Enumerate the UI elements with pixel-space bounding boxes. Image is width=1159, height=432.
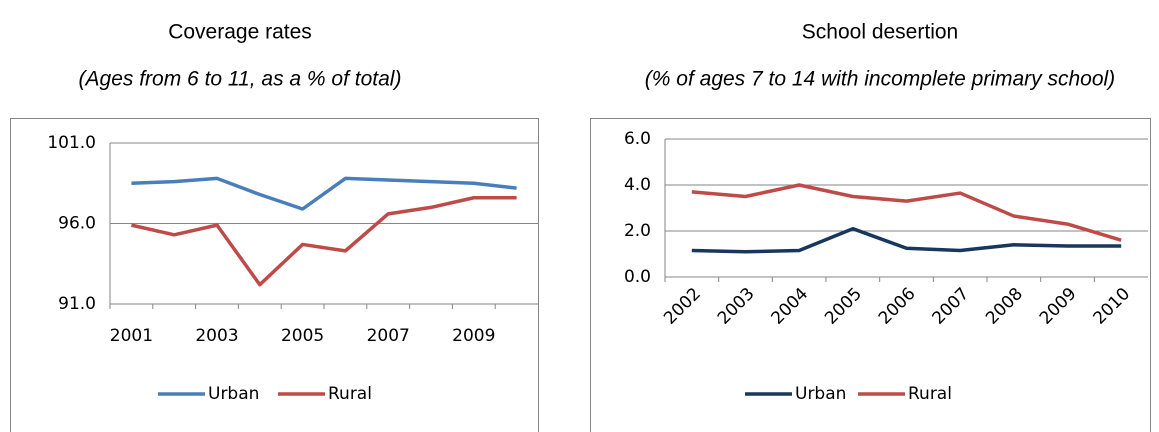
legend-label: Urban [208, 384, 259, 404]
x-tick-label: 2007 [929, 284, 974, 329]
x-tick-label: 2005 [281, 326, 324, 346]
x-tick-label: 2004 [768, 284, 813, 329]
series-line [691, 226, 1122, 254]
chart-frame [10, 118, 539, 432]
series-line [691, 183, 1122, 242]
x-tick-label: 2001 [110, 326, 153, 346]
y-tick-label: 6.0 [624, 129, 651, 149]
chart-subtitle: (Ages from 6 to 11, as a % of total) [79, 68, 402, 91]
legend-label: Rural [328, 384, 372, 404]
y-tick-label: 91.0 [58, 294, 96, 314]
x-tick-label: 2009 [1036, 284, 1081, 329]
y-tick-label: 4.0 [624, 175, 651, 195]
y-tick-label: 0.0 [624, 267, 651, 287]
x-tick-label: 2005 [821, 284, 866, 329]
chart-title: Coverage rates [168, 21, 312, 44]
x-tick-label: 2010 [1090, 284, 1135, 329]
x-tick-label: 2006 [875, 284, 920, 329]
chart-title: School desertion [802, 21, 958, 44]
series-line [131, 176, 517, 211]
x-tick-label: 2002 [660, 284, 705, 329]
y-tick-label: 96.0 [58, 214, 96, 234]
x-tick-label: 2009 [452, 326, 495, 346]
series-line [131, 195, 517, 287]
chart-frame [590, 118, 1151, 432]
legend-label: Rural [908, 384, 952, 404]
x-tick-label: 2008 [982, 284, 1027, 329]
y-tick-label: 101.0 [47, 133, 96, 153]
legend-label: Urban [795, 384, 846, 404]
y-tick-label: 2.0 [624, 221, 651, 241]
chart-subtitle: (% of ages 7 to 14 with incomplete prima… [645, 68, 1115, 91]
x-tick-label: 2007 [367, 326, 410, 346]
x-tick-label: 2003 [714, 284, 759, 329]
x-tick-label: 2003 [195, 326, 238, 346]
